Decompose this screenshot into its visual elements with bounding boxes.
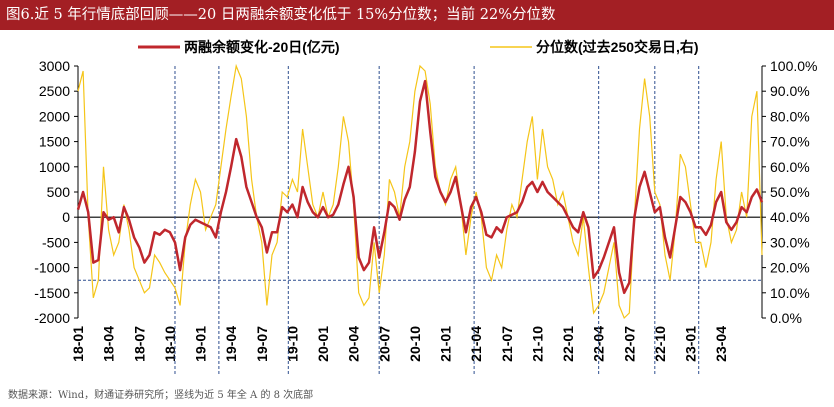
left-tick-label: 1500 (39, 134, 70, 150)
left-tick-label: -500 (42, 234, 70, 250)
x-tick-label: 20-07 (376, 326, 392, 362)
left-tick-label: 500 (47, 184, 71, 200)
right-tick-label: 70.0% (770, 134, 810, 150)
reference-lines (78, 66, 762, 375)
x-tick-label: 21-04 (468, 326, 484, 362)
left-tick-label: 3000 (39, 58, 70, 74)
series-lines (76, 63, 764, 320)
x-tick-label: 20-10 (407, 326, 423, 362)
legend-label-pct: 分位数(过去250交易日,右) (536, 39, 699, 55)
x-tick-label: 18-07 (131, 326, 147, 362)
x-tick-label: 18-01 (70, 326, 86, 362)
right-tick-label: 0.0% (770, 310, 802, 326)
x-tick-label: 19-04 (223, 326, 239, 362)
x-tick-label: 22-01 (560, 326, 576, 362)
right-tick-label: 10.0% (770, 285, 810, 301)
right-tick-label: 30.0% (770, 234, 810, 250)
right-tick-label: 80.0% (770, 108, 810, 124)
right-tick-label: 20.0% (770, 260, 810, 276)
x-tick-label: 20-01 (315, 326, 331, 362)
left-tick-label: 2500 (39, 83, 70, 99)
x-tick-label: 19-10 (284, 326, 300, 362)
left-tick-label: -2000 (34, 310, 70, 326)
x-tick-label: 22-07 (621, 326, 637, 362)
legend-label-main: 两融余额变化-20日(亿元) (184, 39, 340, 55)
x-tick-label: 18-04 (101, 326, 117, 362)
left-tick-label: 2000 (39, 108, 70, 124)
x-tick-label: 21-07 (499, 326, 515, 362)
x-tick-label: 23-04 (713, 326, 729, 362)
series-line-margin-change (76, 79, 764, 295)
left-tick-label: -1500 (34, 285, 70, 301)
series-line-percentile (77, 63, 763, 320)
source-note: 数据来源：Wind，财通证券研究所；竖线为近 5 年全 A 的 8 次底部 (8, 390, 314, 401)
axes: 3000 2500 2000 1500 1000 500 0 -500 -1000 -1500 -2… (34, 58, 817, 362)
x-tick-label: 19-01 (193, 326, 209, 362)
x-tick-label: 23-01 (683, 326, 699, 362)
left-tick-label: 1000 (39, 159, 70, 175)
x-tick-label: 21-10 (529, 326, 545, 362)
chart: 两融余额变化-20日(亿元) 分位数(过去250交易日,右) 3000 2500 2… (34, 39, 817, 375)
chart-title: 图6.近 5 年行情底部回顾——20 日两融余额变化低于 15%分位数；当前 2… (0, 0, 834, 30)
right-tick-label: 90.0% (770, 83, 810, 99)
x-tick-label: 21-01 (438, 326, 454, 362)
left-tick-label: -1000 (34, 260, 70, 276)
right-tick-label: 100.0% (770, 58, 817, 74)
right-tick-label: 60.0% (770, 159, 810, 175)
right-tick-label: 40.0% (770, 209, 810, 225)
x-tick-label: 20-04 (346, 326, 362, 362)
x-tick-label: 18-10 (162, 326, 178, 362)
right-tick-label: 50.0% (770, 184, 810, 200)
x-tick-label: 19-07 (254, 326, 270, 362)
left-tick-label: 0 (62, 209, 70, 225)
x-tick-label: 22-10 (652, 326, 668, 362)
legend: 两融余额变化-20日(亿元) 分位数(过去250交易日,右) (138, 39, 699, 55)
